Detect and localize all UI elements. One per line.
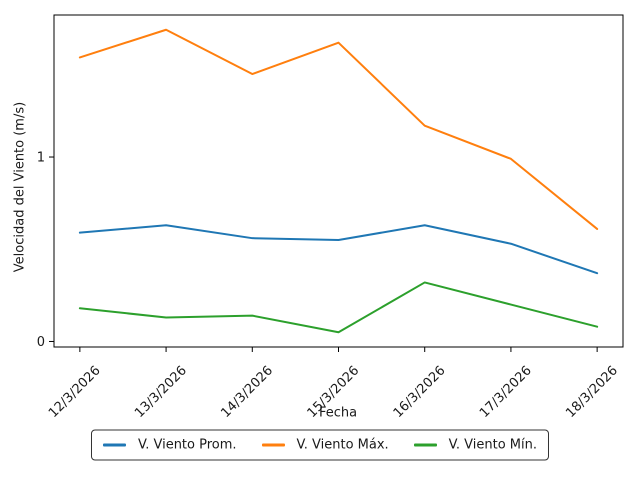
series-line-0 <box>78 224 599 275</box>
x-tick-label: 16/3/2026 <box>391 363 449 421</box>
x-tick-label: 12/3/2026 <box>46 363 104 421</box>
series-line-1 <box>78 28 599 230</box>
y-tick-label: 0 <box>37 335 45 350</box>
legend-line-swatch-prom <box>102 443 126 447</box>
y-tick-label: 1 <box>37 151 45 166</box>
legend-label-prom: V. Viento Prom. <box>137 437 237 453</box>
x-tick-label: 13/3/2026 <box>132 363 190 421</box>
legend-item-prom: V. Viento Prom. <box>102 437 237 453</box>
legend-label-min: V. Viento Mín. <box>448 437 538 453</box>
legend-label-max: V. Viento Máx. <box>296 437 389 453</box>
legend-item-max: V. Viento Máx. <box>261 437 389 453</box>
x-tick-label: 18/3/2026 <box>563 363 621 421</box>
legend-item-min: V. Viento Mín. <box>413 437 538 453</box>
series-line-2 <box>78 281 599 334</box>
y-axis-label: Velocidad del Viento (m/s) <box>12 101 28 273</box>
legend-line-swatch-min <box>413 443 437 447</box>
legend-line-swatch-max <box>261 443 285 447</box>
x-tick-label: 17/3/2026 <box>477 363 535 421</box>
x-tick-label: 14/3/2026 <box>218 363 276 421</box>
legend: V. Viento Prom. V. Viento Máx. V. Viento… <box>90 429 550 461</box>
x-axis-label: Fecha <box>318 405 358 421</box>
